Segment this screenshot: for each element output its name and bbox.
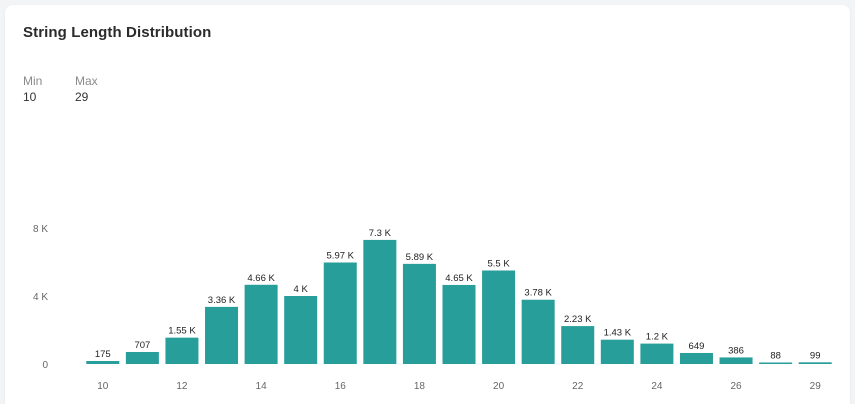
max-stat: Max 29 [75, 74, 98, 104]
data-label: 7.3 K [369, 228, 392, 239]
data-label: 386 [728, 345, 744, 356]
data-label: 99 [810, 350, 821, 361]
x-tick-label: 29 [810, 381, 822, 392]
bar [759, 362, 793, 364]
bar [640, 343, 674, 364]
bar [125, 351, 159, 364]
x-tick-label: 22 [572, 381, 584, 392]
x-tick-label: 16 [335, 381, 347, 392]
chart-card: String Length Distribution Min 10 Max 29… [5, 5, 850, 404]
x-tick-label: 18 [414, 381, 426, 392]
bar [402, 263, 436, 364]
data-label: 175 [95, 349, 111, 360]
x-tick-label: 20 [493, 381, 505, 392]
max-value: 29 [75, 90, 89, 104]
bar [205, 306, 239, 364]
data-label: 5.89 K [406, 252, 434, 263]
x-tick-label: 26 [730, 381, 742, 392]
data-label: 1.43 K [604, 328, 632, 339]
bar [284, 296, 318, 364]
bar [86, 361, 120, 364]
bar-chart: 0 4 K 8 K 175 10 707 1.55 K 12 3.36 K 4.66 K 14 4 K… [33, 224, 832, 392]
data-label: 3.36 K [208, 295, 236, 306]
bar [719, 357, 753, 364]
bar [482, 270, 516, 364]
chart-title: String Length Distribution [23, 24, 212, 41]
x-tick-label: 12 [176, 381, 188, 392]
data-label: 5.97 K [327, 251, 355, 262]
bar [323, 262, 357, 364]
min-stat: Min 10 [23, 74, 42, 104]
data-label: 1.55 K [168, 326, 196, 337]
bar [561, 326, 595, 364]
min-label: Min [23, 74, 43, 88]
bar [442, 284, 476, 364]
y-tick-label: 4 K [33, 292, 48, 303]
data-label: 4 K [294, 284, 309, 295]
data-label: 649 [689, 341, 705, 352]
bar [363, 239, 397, 364]
bar [798, 362, 832, 364]
data-label: 1.2 K [646, 332, 669, 343]
data-label: 5.5 K [487, 259, 510, 270]
bar [600, 339, 634, 364]
bar [521, 299, 555, 364]
data-label: 88 [770, 351, 781, 362]
x-tick-label: 14 [256, 381, 268, 392]
bar [165, 337, 199, 364]
data-label: 4.66 K [247, 273, 275, 284]
data-label: 3.78 K [524, 288, 552, 299]
y-tick-label: 8 K [33, 224, 48, 235]
y-tick-label: 0 [42, 360, 48, 371]
data-label: 2.23 K [564, 314, 592, 325]
data-label: 707 [134, 340, 150, 351]
x-tick-label: 10 [97, 381, 109, 392]
bar [244, 284, 278, 364]
data-label: 4.65 K [445, 273, 473, 284]
min-value: 10 [23, 90, 37, 104]
max-label: Max [75, 74, 98, 88]
x-tick-label: 24 [651, 381, 663, 392]
bar [679, 352, 713, 364]
